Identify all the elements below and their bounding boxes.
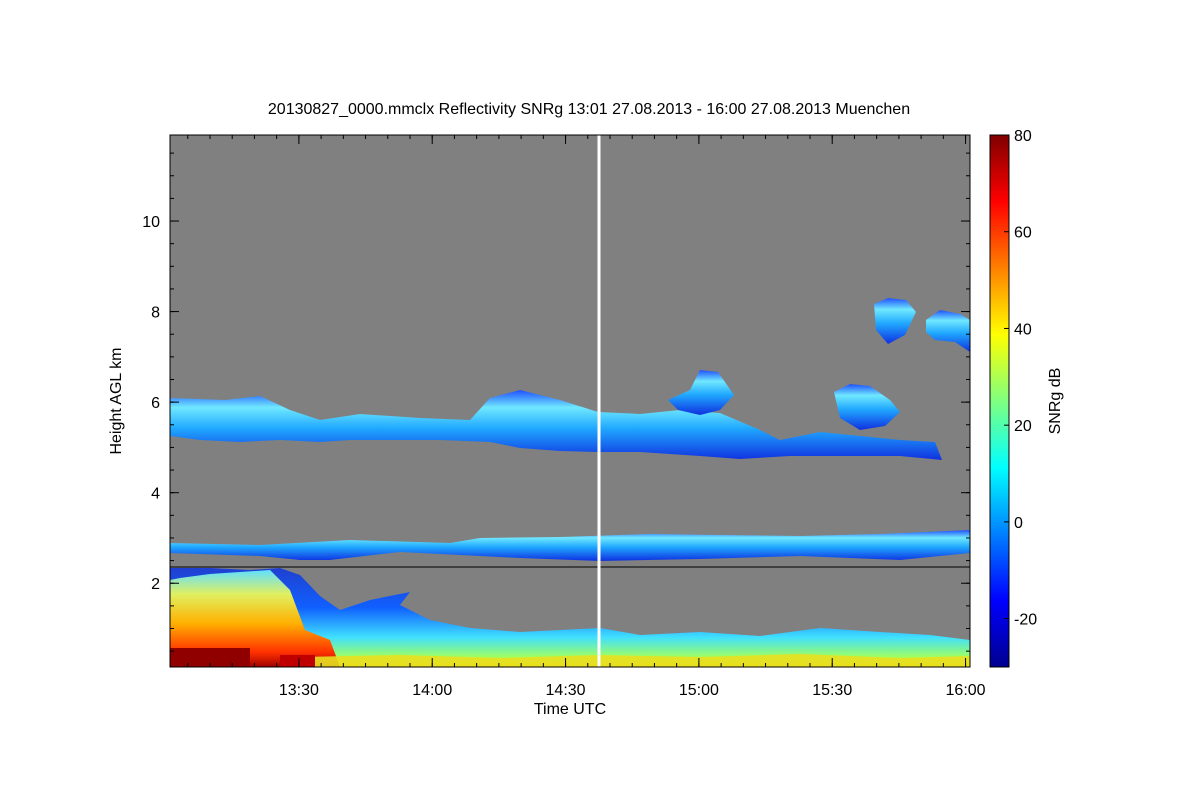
chart-title: 20130827_0000.mmclx Reflectivity SNRg 13… [268, 101, 910, 118]
y-tick-label: 2 [151, 576, 160, 593]
x-axis: 13:30 14:00 14:30 15:00 15:30 16:00 [187, 135, 986, 699]
boundary-layer-echo [170, 568, 970, 667]
colorbar [989, 134, 1010, 668]
y-tick-label: 10 [142, 214, 160, 231]
x-tick-label: 13:30 [279, 682, 319, 699]
surface-peak [170, 648, 250, 667]
upper-cloud-cell [834, 384, 900, 430]
reflectivity-field [170, 298, 970, 667]
high-cloud-cell-2 [926, 310, 970, 352]
x-tick-label: 14:30 [546, 682, 586, 699]
surface-peak-2 [280, 655, 315, 667]
colorbar-tick-label: -20 [1014, 612, 1037, 629]
colorbar-tick-label: 40 [1014, 321, 1032, 338]
high-cloud-cell-1 [874, 298, 916, 344]
y-axis-label: Height AGL km [108, 347, 125, 454]
upper-cloud-turret [668, 370, 734, 415]
y-tick-label: 8 [151, 305, 160, 322]
surface-high-reflectivity [170, 570, 340, 667]
x-tick-label: 16:00 [946, 682, 986, 699]
colorbar-tick-label: 20 [1014, 418, 1032, 435]
y-axis: 2 4 6 8 10 [142, 152, 970, 652]
y-tick-label: 6 [151, 395, 160, 412]
x-tick-label: 15:30 [812, 682, 852, 699]
y-tick-label: 4 [151, 486, 160, 503]
mid-cloud-layer [170, 390, 942, 460]
x-axis-label: Time UTC [534, 701, 606, 718]
plot-frame [169, 134, 971, 668]
colorbar-axis: -20 0 20 40 60 80 [1004, 128, 1037, 629]
surface-band [300, 654, 970, 667]
colorbar-tick-label: 60 [1014, 225, 1032, 242]
colorbar-tick-label: 80 [1014, 128, 1032, 145]
x-tick-label: 15:00 [679, 682, 719, 699]
low-cloud-layer [170, 530, 970, 561]
x-tick-label: 14:00 [412, 682, 452, 699]
colorbar-tick-label: 0 [1014, 515, 1023, 532]
colorbar-label: SNRg dB [1047, 368, 1064, 435]
